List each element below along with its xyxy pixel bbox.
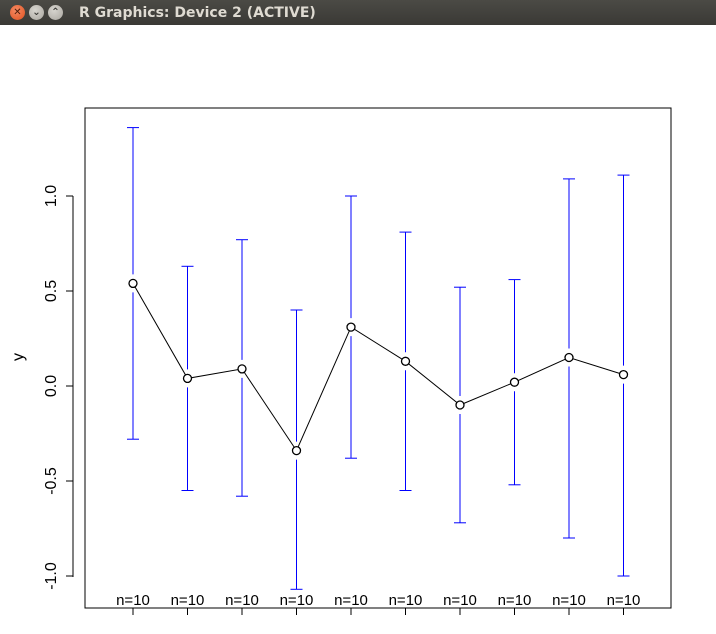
error-bar xyxy=(236,239,248,497)
data-point xyxy=(400,356,411,366)
error-bar xyxy=(127,127,139,440)
n-label: n=10 xyxy=(334,592,368,609)
n-label: n=10 xyxy=(116,592,150,609)
y-tick-label: 1.0 xyxy=(43,185,60,207)
error-bar xyxy=(290,309,303,590)
data-points xyxy=(128,278,629,456)
data-point xyxy=(182,373,193,384)
n-label: n=10 xyxy=(552,592,586,609)
data-point xyxy=(128,278,138,289)
data-point xyxy=(291,445,302,456)
window-controls: ✕ ⌄ ⌃ xyxy=(10,5,63,20)
y-tick-label: 0.5 xyxy=(43,280,60,302)
series-line xyxy=(132,283,624,452)
minimize-icon[interactable]: ⌄ xyxy=(29,5,44,20)
chart-svg: y -1.0-0.50.00.51.0 n=10 n=10 n=10 n=10 n=10… xyxy=(10,107,672,615)
data-point xyxy=(509,377,520,387)
plot-area: y -1.0 -0.5 0.0 0.5 1.0 n=10 n=10 n=10 n=10 n=10… xyxy=(0,25,716,630)
error-bar xyxy=(563,178,575,539)
window-title: R Graphics: Device 2 (ACTIVE) xyxy=(79,4,316,21)
n-label: n=10 xyxy=(607,592,641,609)
error-bars xyxy=(127,127,630,590)
y-tick-label: -0.5 xyxy=(43,467,60,495)
n-label: n=10 xyxy=(389,592,423,609)
plot-frame xyxy=(84,107,672,609)
maximize-icon[interactable]: ⌃ xyxy=(48,5,63,20)
y-axis-label: y xyxy=(10,353,27,361)
n-label: n=10 xyxy=(498,592,532,609)
title-bar[interactable]: ✕ ⌄ ⌃ R Graphics: Device 2 (ACTIVE) xyxy=(0,0,716,25)
y-tick-label: -1.0 xyxy=(43,562,60,590)
y-ticks: -1.0 -0.5 0.0 0.5 1.0 xyxy=(43,185,73,590)
x-ticks xyxy=(132,608,624,615)
data-point xyxy=(455,400,465,410)
data-point xyxy=(564,352,574,363)
error-bar xyxy=(508,279,521,486)
error-bar xyxy=(454,286,466,524)
error-bar xyxy=(617,174,630,577)
error-bar xyxy=(399,231,412,491)
data-point xyxy=(237,364,247,374)
error-bar xyxy=(345,195,357,459)
n-label: n=10 xyxy=(280,592,314,609)
y-tick-label: 0.0 xyxy=(43,375,60,397)
data-point xyxy=(346,322,356,332)
error-bar xyxy=(181,265,194,491)
n-label: n=10 xyxy=(443,592,477,609)
data-point xyxy=(618,369,629,380)
n-labels: n=10 n=10 n=10 n=10 n=10 n=10 n=10 n=10 n=10 n=10 xyxy=(116,592,640,609)
n-label: n=10 xyxy=(225,592,259,609)
n-label: n=10 xyxy=(171,592,205,609)
close-icon[interactable]: ✕ xyxy=(10,5,25,20)
